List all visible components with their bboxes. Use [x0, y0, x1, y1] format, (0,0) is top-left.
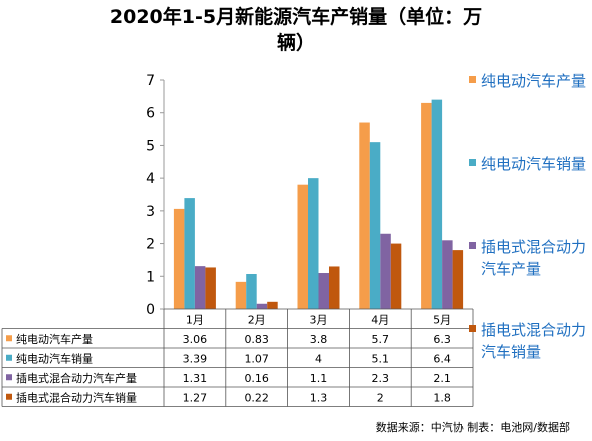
x-category-label: 4月: [371, 314, 389, 327]
legend-item: 插电式混合动力汽车销量: [469, 319, 591, 363]
legend-label: 纯电动汽车产量: [481, 72, 587, 90]
table-value: 3.39: [183, 353, 208, 366]
bar: [380, 233, 391, 309]
legend-label: 纯电动汽车销量: [481, 155, 587, 173]
legend-swatch: [469, 159, 476, 166]
table-value: 2: [377, 392, 384, 405]
table-value: 1.8: [433, 392, 451, 405]
bar: [442, 240, 453, 309]
legend-label: 插电式混合动力汽车产量: [481, 238, 587, 278]
x-category-label: 5月: [433, 314, 451, 327]
y-tick-label: 7: [146, 73, 155, 89]
chart-title-line2: 辆）: [276, 32, 315, 54]
table-value: 6.3: [433, 333, 451, 346]
table-value: 3.8: [310, 333, 328, 346]
table-value: 0.22: [244, 392, 269, 405]
bar: [329, 266, 340, 309]
legend-item: 纯电动汽车销量: [469, 153, 591, 175]
legend-item: 插电式混合动力汽车产量: [469, 236, 591, 280]
table-value: 0.83: [244, 333, 269, 346]
y-tick-label: 6: [146, 106, 155, 122]
bar: [452, 250, 464, 309]
bar: [297, 184, 308, 309]
table-value: 5.1: [372, 353, 390, 366]
table-value: 2.3: [372, 372, 390, 385]
table-value: 5.7: [372, 333, 390, 346]
table-value: 1.1: [310, 372, 328, 385]
bar: [359, 122, 370, 310]
table-value: 1.27: [183, 392, 208, 405]
legend-label: 插电式混合动力汽车销量: [481, 321, 587, 361]
table-value: 1.07: [244, 353, 269, 366]
table-series-name: 插电式混合动力汽车销量: [16, 391, 137, 405]
bar: [246, 273, 257, 309]
legend-swatch: [469, 76, 476, 83]
x-category-label: 1月: [186, 314, 204, 327]
y-tick-label: 1: [146, 269, 155, 285]
table-value: 0.16: [244, 372, 269, 385]
bar: [194, 266, 206, 309]
bar: [390, 243, 402, 309]
table-value: 4: [315, 353, 322, 366]
table-legend-swatch: [6, 335, 12, 342]
table-value: 2.1: [433, 372, 451, 385]
bar: [205, 267, 216, 309]
bar: [173, 208, 185, 309]
bar: [256, 303, 268, 309]
legend-item: 纯电动汽车产量: [469, 70, 591, 92]
bar: [308, 178, 319, 309]
bar: [235, 281, 247, 309]
bar: [431, 99, 443, 309]
legend-swatch: [469, 242, 476, 249]
bar: [267, 301, 278, 309]
chart-title-line1: 2020年1-5月新能源汽车产销量（单位：万: [109, 6, 483, 28]
table-legend-swatch: [6, 374, 12, 381]
table-series-name: 纯电动汽车销量: [16, 352, 93, 366]
table-value: 3.06: [183, 333, 208, 346]
legend-swatch: [469, 325, 476, 332]
table-series-name: 插电式混合动力汽车产量: [16, 371, 137, 385]
bar: [369, 142, 381, 309]
bar: [421, 102, 432, 310]
y-tick-label: 4: [146, 171, 155, 187]
table-value: 1.31: [183, 372, 208, 385]
table-legend-swatch: [6, 393, 12, 400]
table-legend-swatch: [6, 354, 12, 361]
y-tick-label: 5: [146, 138, 155, 154]
data-source-note: 数据来源：中汽协 制表：电池网/数据部: [375, 421, 570, 434]
x-category-label: 3月: [310, 314, 328, 327]
y-tick-label: 2: [146, 237, 155, 253]
bar: [184, 198, 195, 309]
bar: [318, 273, 329, 309]
table-value: 1.3: [310, 392, 328, 405]
chart-title: 2020年1-5月新能源汽车产销量（单位：万 辆）: [0, 4, 592, 56]
table-series-name: 纯电动汽车产量: [16, 332, 93, 346]
x-category-label: 2月: [248, 314, 266, 327]
y-tick-label: 3: [146, 204, 155, 220]
y-tick-label: 0: [146, 302, 155, 318]
table-value: 6.4: [433, 353, 451, 366]
